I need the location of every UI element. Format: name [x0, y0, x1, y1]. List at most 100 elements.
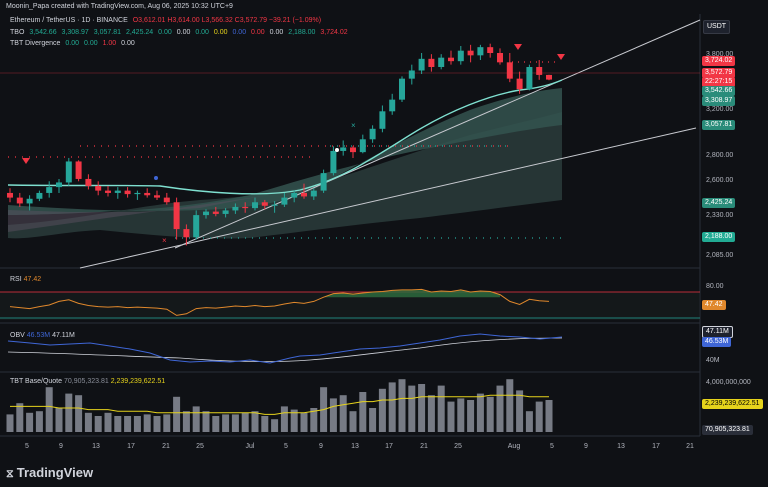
candle-body[interactable]	[359, 139, 366, 153]
tbo-value-11: 0.00	[269, 29, 284, 36]
candle-body[interactable]	[124, 190, 131, 195]
candle-body[interactable]	[526, 66, 533, 90]
trend-line-upper[interactable]	[174, 19, 701, 249]
tbo-badge-fast: 3,542.66	[702, 86, 736, 96]
candle-body[interactable]	[506, 62, 513, 79]
candle-body[interactable]	[183, 229, 190, 238]
tbo-cloud-slow	[8, 112, 562, 239]
time-axis-label: 21	[162, 443, 170, 450]
candle-body[interactable]	[105, 190, 111, 193]
candle-body[interactable]	[261, 202, 268, 206]
obv-title[interactable]: OBV	[10, 332, 25, 339]
tbt-divergence-label[interactable]: TBT Divergence	[10, 40, 61, 47]
candle-body[interactable]	[340, 147, 347, 151]
candle-body[interactable]	[448, 57, 454, 62]
volume-bar	[300, 412, 308, 432]
volume-bar	[94, 416, 102, 432]
time-axis[interactable]: 5 9 13 17 21 25 Jul 5 9 13 17 21 25 Aug 5 9 13 17 21	[25, 443, 694, 450]
sell-signal-icon	[514, 44, 522, 50]
rsi-value: 47.42	[23, 276, 42, 283]
volume-bar	[329, 398, 337, 432]
candle-body[interactable]	[56, 182, 62, 188]
volume-bar	[290, 409, 298, 432]
candle-body[interactable]	[271, 204, 278, 206]
candle-body[interactable]	[193, 215, 200, 238]
candle-body[interactable]	[457, 50, 464, 62]
candle-body[interactable]	[232, 206, 239, 211]
candle-body[interactable]	[212, 211, 219, 214]
tbo-cloud-bearish	[8, 195, 270, 232]
volume-bar	[398, 379, 406, 432]
candle-body[interactable]	[291, 192, 298, 198]
symbol-name[interactable]: Ethereum / TetherUS · 1D · BINANCE	[10, 17, 128, 24]
candle-body[interactable]	[330, 150, 337, 174]
candle-body[interactable]	[369, 128, 376, 140]
tbo-value-12: 2,188.00	[288, 29, 316, 36]
candle-body[interactable]	[438, 57, 445, 67]
candle-body[interactable]	[46, 187, 53, 193]
tbt-volume-title[interactable]: TBT Base/Quote	[10, 378, 63, 385]
candle-body[interactable]	[310, 190, 317, 197]
tbo-label[interactable]: TBO	[10, 29, 25, 36]
candle-body[interactable]	[389, 99, 396, 112]
candle-body[interactable]	[36, 192, 43, 199]
candle-body[interactable]	[487, 47, 494, 53]
sell-signal-icon	[22, 158, 30, 164]
rsi-title[interactable]: RSI	[10, 276, 22, 283]
candle-body[interactable]	[477, 47, 484, 56]
volume-bar	[84, 412, 92, 432]
candle-body[interactable]	[26, 198, 33, 204]
volume-average-line	[10, 394, 549, 415]
candle-body[interactable]	[428, 58, 435, 67]
volume-bar	[535, 401, 543, 432]
volume-bar	[182, 411, 190, 432]
tbt-volume-avg-value: 2,239,239,622.51	[110, 378, 166, 385]
time-axis-label: 5	[284, 443, 288, 450]
volume-bar	[143, 414, 151, 432]
candle-body[interactable]	[320, 173, 327, 191]
volume-bar	[427, 395, 435, 432]
candle-body[interactable]	[7, 192, 13, 198]
currency-selector[interactable]: USDT	[703, 20, 731, 34]
candle-body[interactable]	[134, 192, 141, 195]
tbo-cloud-fast	[8, 88, 562, 215]
candle-body[interactable]	[350, 147, 356, 153]
obv-ma-line	[7, 337, 563, 363]
candle-body[interactable]	[418, 58, 425, 71]
tbo-badge-slow: 3,057.81	[702, 120, 736, 130]
candle-body[interactable]	[536, 66, 543, 75]
tbo-value-4: 2,425.24	[125, 29, 154, 36]
candle-body[interactable]	[65, 161, 72, 183]
candle-body[interactable]	[75, 161, 82, 179]
candle-body[interactable]	[85, 178, 92, 186]
candle-body[interactable]	[399, 78, 405, 100]
candle-body[interactable]	[173, 202, 180, 230]
candle-body[interactable]	[144, 192, 151, 196]
candle-body[interactable]	[163, 197, 170, 203]
candle-body[interactable]	[242, 206, 249, 209]
tbt-volume-value: 70,905,323.81	[63, 378, 109, 385]
candle-body[interactable]	[497, 53, 503, 63]
candle-body[interactable]	[516, 78, 523, 90]
diamond-marker-icon	[154, 176, 158, 180]
volume-bar	[447, 401, 455, 432]
candle-body[interactable]	[222, 210, 229, 214]
candlesticks[interactable]	[7, 43, 552, 246]
candle-body[interactable]	[408, 70, 415, 79]
candle-body[interactable]	[301, 192, 307, 197]
candle-body[interactable]	[281, 197, 288, 205]
candle-body[interactable]	[95, 185, 102, 191]
volume-tick: 4,000,000,000	[706, 379, 751, 386]
candle-body[interactable]	[546, 74, 552, 80]
candle-body[interactable]	[467, 50, 474, 56]
candle-body[interactable]	[154, 195, 160, 198]
candle-body[interactable]	[379, 111, 386, 129]
rsi-tick: 80.00	[706, 283, 724, 290]
volume-bar	[516, 390, 524, 432]
tradingview-logo[interactable]: ⧖ TradingView	[6, 465, 93, 481]
candle-body[interactable]	[203, 211, 209, 216]
candle-body[interactable]	[114, 190, 121, 193]
candle-body[interactable]	[16, 197, 23, 204]
candle-body[interactable]	[252, 202, 258, 209]
